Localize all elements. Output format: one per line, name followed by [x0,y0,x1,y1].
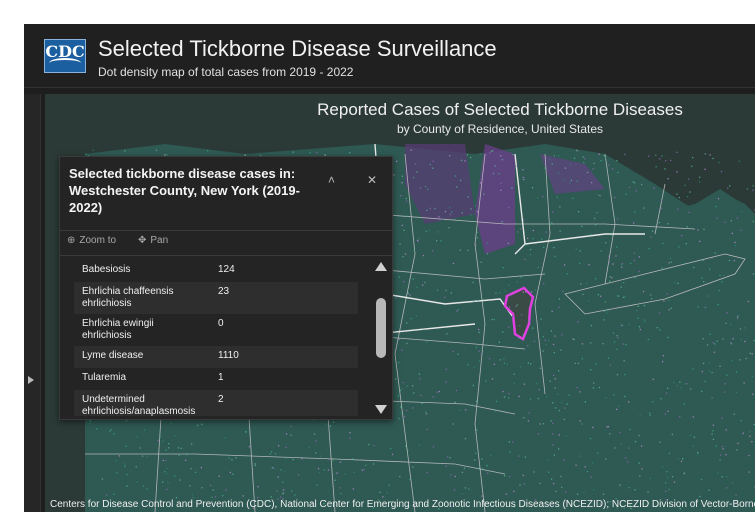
zoom-to-label: Zoom to [79,235,117,246]
westchester-county-highlight [503,286,535,341]
cdc-logo: CDC [44,39,86,73]
case-count: 124 [218,264,235,275]
disease-name: Ehrlichia ewingii ehrlichiosis [82,318,154,341]
popup-scrollbar[interactable] [373,260,389,416]
chevron-up-icon[interactable]: ˄ [328,173,336,187]
table-row: Undetermined ehrlichiosis/anaplasmosis 2 [74,390,358,416]
case-count: 0 [218,318,224,329]
map-title: Reported Cases of Selected Tickborne Dis… [317,100,683,119]
case-count: 2 [218,394,224,405]
popup-title: Selected tickborne disease cases in: Wes… [69,166,300,215]
disease-name: Ehrlichia chaffeensis ehrlichiosis [82,286,174,309]
pan-icon: ✥ [138,235,147,246]
disease-name: Undetermined ehrlichiosis/anaplasmosis [82,394,196,416]
table-row: Babesiosis 124 [74,260,358,282]
popup-action-bar: ⊕ Zoom to ✥ Pan [60,230,392,256]
disease-name: Lyme disease [82,350,144,361]
scroll-thumb[interactable] [376,298,386,358]
case-count: 1 [218,372,224,383]
side-panel-strip [24,94,41,512]
disease-name: Tularemia [82,372,127,383]
table-row: Ehrlichia chaffeensis ehrlichiosis 23 [74,282,358,314]
case-count: 23 [218,286,230,297]
purple-region-adirondack [405,144,475,224]
map-attribution: Centers for Disease Control and Preventi… [50,499,755,510]
zoom-to-button[interactable]: ⊕ Zoom to [67,235,116,246]
expand-panel-icon[interactable] [28,376,34,384]
logo-text: CDC [45,42,85,61]
pan-label: Pan [150,235,169,246]
map-subtitle: by County of Residence, United States [396,122,604,136]
app-title: Selected Tickborne Disease Surveillance [98,36,497,61]
map-title-block: Reported Cases of Selected Tickborne Dis… [45,100,755,136]
scroll-down-icon[interactable] [375,405,387,414]
close-icon[interactable]: ✕ [367,173,378,187]
case-count: 1110 [218,350,239,361]
disease-name: Babesiosis [82,264,131,275]
zoom-in-icon: ⊕ [67,235,76,246]
app-window: CDC Selected Tickborne Disease Surveilla… [24,24,755,512]
table-row: Lyme disease 1110 [74,346,358,368]
table-row: Tularemia 1 [74,368,358,390]
popup-field-table: Babesiosis 124 Ehrlichia chaffeensis ehr… [74,260,358,416]
table-row: Ehrlichia ewingii ehrlichiosis 0 [74,314,358,346]
feature-popup: Selected tickborne disease cases in: Wes… [59,156,393,420]
scroll-up-icon[interactable] [375,262,387,271]
app-subtitle: Dot density map of total cases from 2019… [98,65,354,79]
cape-cod-region [655,189,735,234]
purple-region-vermont [475,144,515,254]
purple-region-nh [540,154,605,194]
logo-swoosh [49,58,81,68]
app-header: CDC Selected Tickborne Disease Surveilla… [24,24,755,88]
pan-button[interactable]: ✥ Pan [138,235,168,246]
long-island [564,253,746,315]
